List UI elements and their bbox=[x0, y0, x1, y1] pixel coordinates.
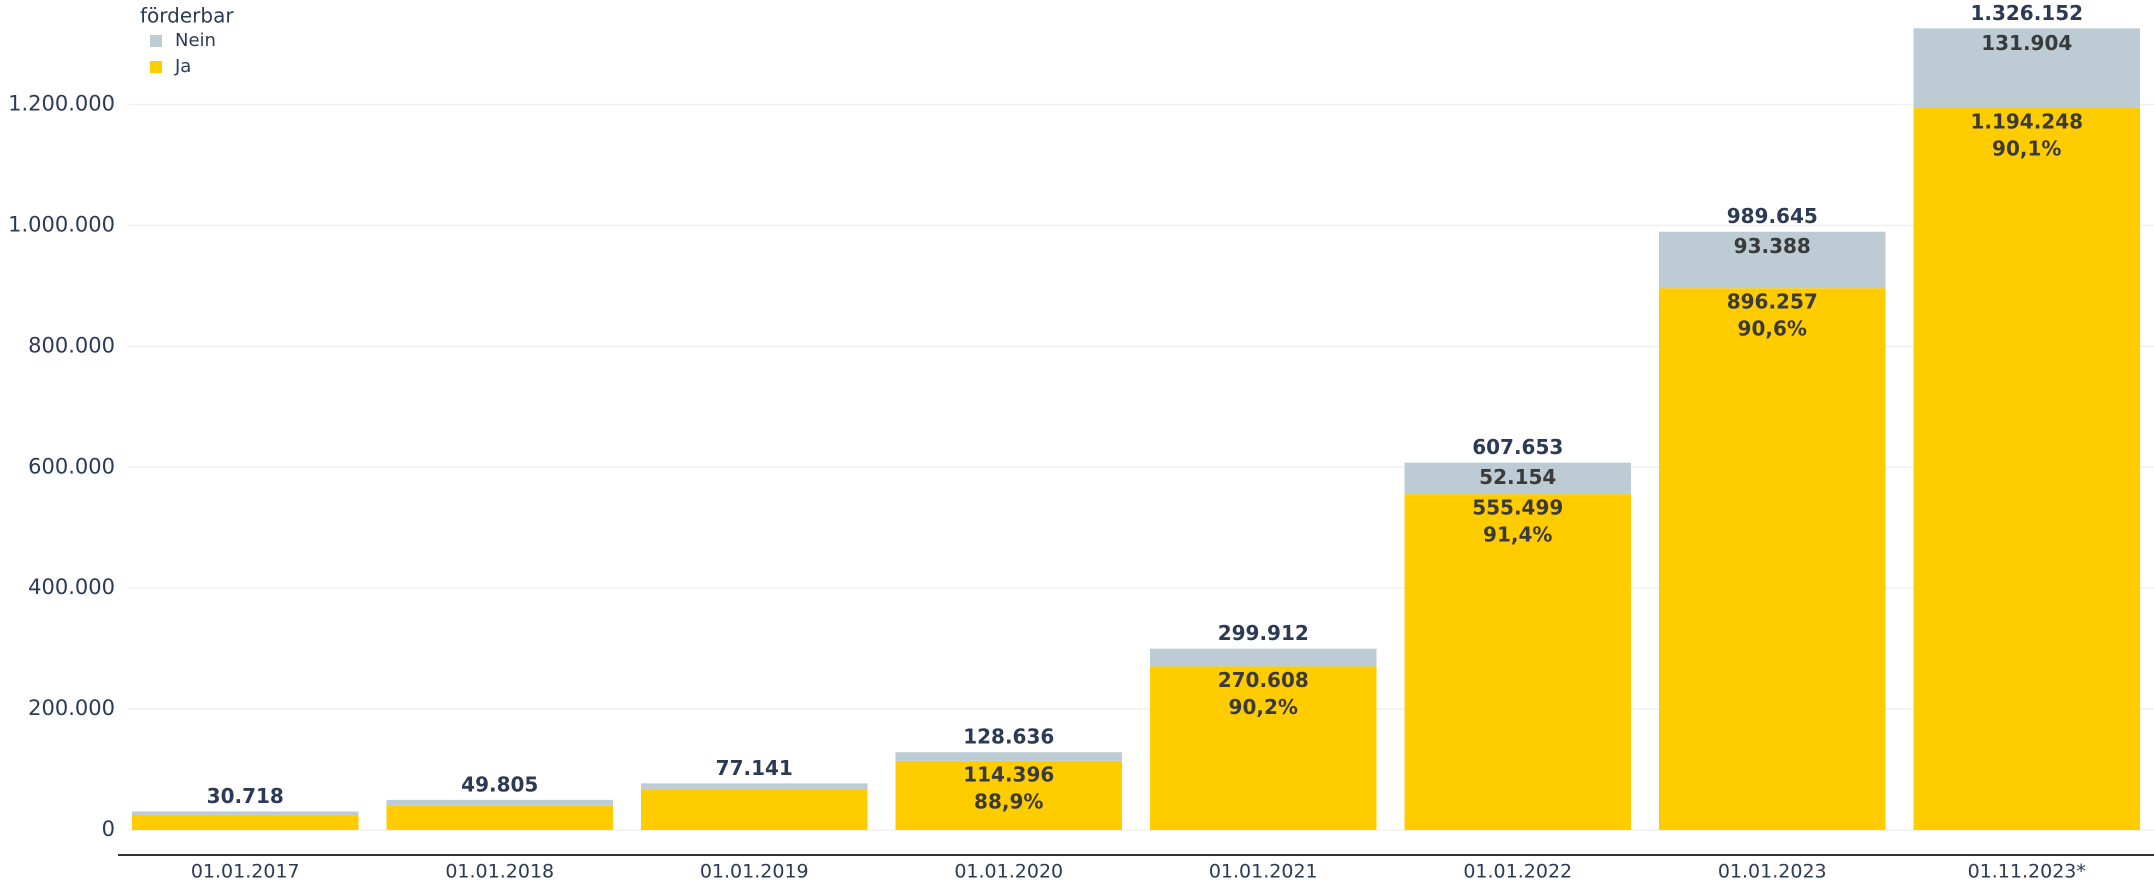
y-tick-label: 1.200.000 bbox=[8, 92, 115, 116]
legend-label: Nein bbox=[175, 30, 216, 51]
bar-segment bbox=[895, 752, 1123, 761]
share-label: 90,2% bbox=[1229, 695, 1298, 719]
value-label: 114.396 bbox=[963, 762, 1054, 786]
x-tick-label: 01.01.2017 bbox=[191, 861, 300, 882]
total-label: 128.636 bbox=[963, 725, 1054, 749]
value-label: 270.608 bbox=[1218, 668, 1309, 692]
bar-segment bbox=[1913, 28, 2141, 109]
legend-swatch bbox=[150, 35, 162, 47]
value-label: 555.499 bbox=[1472, 496, 1563, 520]
x-tick-label: 01.01.2021 bbox=[1209, 861, 1318, 882]
bar-segment bbox=[640, 783, 868, 789]
bar-segment bbox=[1658, 231, 1886, 289]
share-label: 90,6% bbox=[1738, 317, 1807, 341]
y-tick-label: 800.000 bbox=[28, 333, 115, 357]
y-tick-label: 0 bbox=[102, 817, 115, 841]
bar-segment bbox=[1658, 288, 1886, 831]
total-label: 77.141 bbox=[716, 756, 793, 780]
bar-segment bbox=[1913, 108, 2141, 831]
y-tick-label: 1.000.000 bbox=[8, 212, 115, 236]
x-tick-label: 01.01.2022 bbox=[1463, 861, 1572, 882]
x-tick-label: 01.11.2023* bbox=[1968, 861, 2086, 882]
value-label: 1.194.248 bbox=[1970, 110, 2083, 134]
x-tick-label: 01.01.2019 bbox=[700, 861, 809, 882]
value-label: 93.388 bbox=[1734, 234, 1811, 258]
total-label: 989.645 bbox=[1727, 204, 1818, 228]
y-tick-label: 400.000 bbox=[28, 575, 115, 599]
share-label: 88,9% bbox=[974, 789, 1043, 813]
share-label: 90,1% bbox=[1992, 137, 2061, 161]
y-tick-label: 200.000 bbox=[28, 696, 115, 720]
bar-segment bbox=[386, 805, 614, 830]
total-label: 30.718 bbox=[207, 784, 284, 808]
total-label: 607.653 bbox=[1472, 435, 1563, 459]
bar-segment bbox=[640, 788, 868, 830]
bar-segment bbox=[895, 760, 1123, 830]
share-label: 91,4% bbox=[1483, 523, 1552, 547]
x-tick-label: 01.01.2018 bbox=[445, 861, 554, 882]
bar-segment bbox=[1149, 648, 1377, 667]
total-label: 49.805 bbox=[461, 772, 538, 796]
value-label: 131.904 bbox=[1981, 31, 2072, 55]
x-tick-label: 01.01.2023 bbox=[1718, 861, 1827, 882]
value-label: 52.154 bbox=[1479, 465, 1556, 489]
x-tick-label: 01.01.2020 bbox=[954, 861, 1063, 882]
value-label: 896.257 bbox=[1727, 290, 1818, 314]
bar-segment bbox=[1404, 494, 1632, 830]
total-label: 1.326.152 bbox=[1970, 1, 2083, 25]
legend-label: Ja bbox=[174, 56, 191, 77]
bar-segment bbox=[131, 815, 359, 830]
bar-segment bbox=[1404, 462, 1632, 495]
total-label: 299.912 bbox=[1218, 621, 1309, 645]
legend-swatch bbox=[150, 61, 162, 73]
y-tick-label: 600.000 bbox=[28, 454, 115, 478]
bar-segment bbox=[386, 799, 614, 806]
bar-segment bbox=[1149, 666, 1377, 830]
bar-segment bbox=[131, 811, 359, 816]
legend-title: förderbar bbox=[140, 4, 234, 28]
